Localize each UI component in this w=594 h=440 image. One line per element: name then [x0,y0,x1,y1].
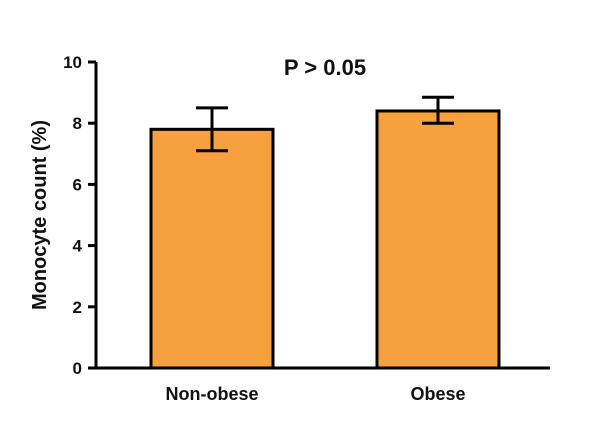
error-bar [196,106,228,153]
bar-obese [375,109,501,370]
y-tick-label: 6 [73,175,82,194]
category-labels-group: Non-obese Obese [165,384,465,404]
error-bar [422,95,454,125]
p-value-annotation: P > 0.05 [284,55,366,80]
y-ticks-group: 0 2 4 6 8 10 [63,53,96,378]
category-label: Obese [410,384,465,404]
y-tick-label: 4 [73,237,83,256]
y-tick-label: 2 [73,298,82,317]
y-tick-label: 8 [73,114,82,133]
y-axis-title: Monocyte count (%) [29,120,51,310]
y-tick-label: 0 [73,359,82,378]
category-label: Non-obese [165,384,258,404]
bar-non-obese [149,127,275,370]
bars-group [149,95,501,370]
y-tick-label: 10 [63,53,82,72]
